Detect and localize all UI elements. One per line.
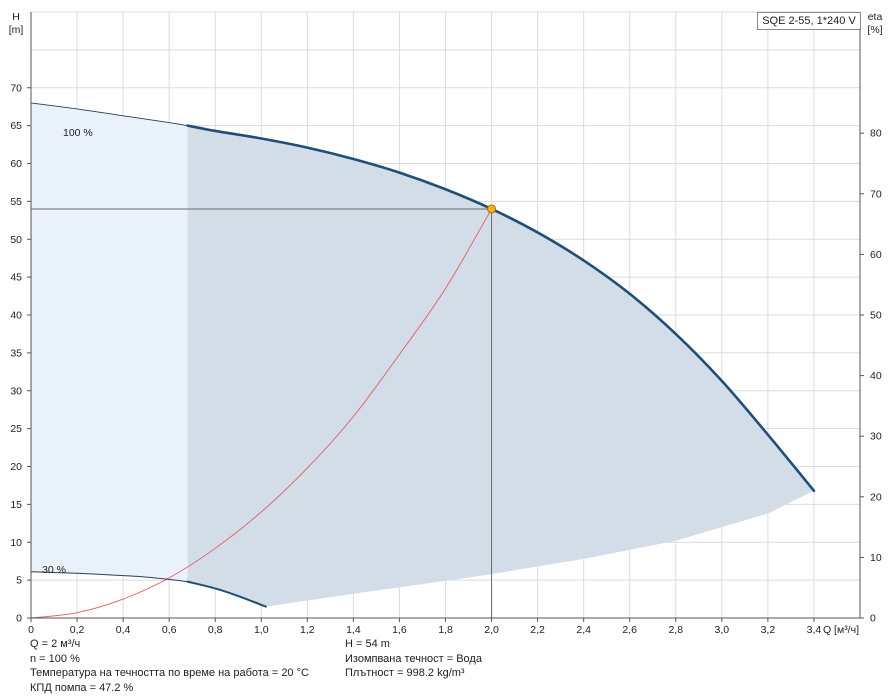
y-left-tick-label: 60 — [10, 158, 22, 170]
info-head: H = 54 m — [345, 638, 390, 650]
x-tick-label: 0,2 — [70, 624, 85, 636]
y-left-tick-label: 15 — [10, 499, 22, 511]
operating-point-marker — [487, 204, 497, 214]
y-left-tick-label: 30 — [10, 385, 22, 397]
y-right-axis-label: eta — [868, 11, 883, 23]
info-flow: Q = 2 м³/ч — [30, 638, 81, 650]
curve-30-extended — [30, 571, 188, 583]
series-label-100: 100 % — [63, 127, 93, 139]
y-right-tick-label: 60 — [870, 249, 882, 261]
y-left-tick-label: 0 — [16, 613, 22, 625]
series-label-30: 30 % — [42, 564, 66, 576]
y-right-tick-label: 40 — [870, 370, 882, 382]
x-tick-label: 1,2 — [300, 624, 315, 636]
y-left-tick-label: 40 — [10, 310, 22, 322]
x-tick-label: 3,4 — [807, 624, 822, 636]
info-speed: n = 100 % — [30, 652, 80, 665]
y-right-tick-label: 70 — [870, 188, 882, 200]
ticks: 0 0,2 0,4 0,6 0,8 1,0 1,2 1,4 1,6 1,8 2,0 2,2 2,4 2,6… — [10, 82, 882, 636]
info-temperature: Температура на течността по време на раб… — [30, 667, 309, 679]
y-left-axis-unit: [m] — [9, 24, 24, 36]
y-right-tick-label: 10 — [870, 552, 882, 564]
x-tick-label: 1,8 — [438, 624, 453, 636]
model-label-box: SQE 2-55, 1*240 V — [757, 12, 861, 30]
curve-30 — [186, 580, 267, 608]
x-tick-label: 0,4 — [116, 624, 131, 636]
x-tick-label: 2,6 — [622, 624, 637, 636]
y-left-axis-label: H — [12, 11, 20, 23]
fill-operating-range — [187, 125, 814, 607]
y-left-tick-label: 10 — [10, 537, 22, 549]
info-efficiency: КПД помпа = 47.2 % — [30, 681, 134, 694]
y-left-tick-label: 65 — [10, 120, 22, 132]
x-tick-label: 2,8 — [668, 624, 683, 636]
y-left-tick-label: 45 — [10, 272, 22, 284]
x-tick-label: 3,2 — [761, 624, 776, 636]
x-tick-label: 2,0 — [484, 624, 499, 636]
y-right-tick-label: 30 — [870, 431, 882, 443]
x-tick-label: 2,4 — [576, 624, 591, 636]
info-left: Q = 2 м³/ч n = 100 % Температура на течн… — [30, 637, 309, 695]
labels: H[m] eta[%] Q [м³/ч] 100 % 30 % — [9, 11, 883, 636]
y-right-tick-label: 20 — [870, 491, 882, 503]
info-density: Плътност = 998.2 kg/m³ — [345, 667, 465, 679]
y-left-tick-label: 50 — [10, 234, 22, 246]
y-left-tick-label: 25 — [10, 423, 22, 435]
y-left-tick-label: 55 — [10, 196, 22, 208]
x-tick-label: 0,6 — [162, 624, 177, 636]
x-tick-label: 1,4 — [346, 624, 361, 636]
x-tick-label: 0,8 — [208, 624, 223, 636]
y-right-tick-label: 0 — [870, 613, 876, 625]
curve-100-extended — [30, 102, 188, 127]
y-left-tick-label: 70 — [10, 82, 22, 94]
y-left-tick-label: 20 — [10, 461, 22, 473]
x-tick-label: 3,0 — [715, 624, 730, 636]
y-left-tick-label: 35 — [10, 347, 22, 359]
fill-extended-range — [31, 102, 188, 582]
x-axis-label: Q [м³/ч] — [823, 624, 859, 636]
info-right: H = 54 m Изомпвана течност = Вода Плътно… — [345, 637, 482, 681]
x-tick-label: 0 — [28, 624, 34, 636]
operating-area — [31, 102, 814, 607]
pump-curve-chart: 0 0,2 0,4 0,6 0,8 1,0 1,2 1,4 1,6 1,8 2,0 2,2 2,4 2,6… — [9, 11, 883, 636]
x-tick-label: 1,0 — [254, 624, 269, 636]
y-left-tick-label: 5 — [16, 575, 22, 587]
y-right-axis-unit: [%] — [867, 24, 882, 36]
y-right-tick-label: 80 — [870, 128, 882, 140]
info-liquid: Изомпвана течност = Вода — [345, 652, 482, 665]
y-right-tick-label: 50 — [870, 310, 882, 322]
x-tick-label: 2,2 — [530, 624, 545, 636]
system-curve — [30, 208, 492, 619]
x-tick-label: 1,6 — [392, 624, 407, 636]
curves — [30, 102, 816, 619]
